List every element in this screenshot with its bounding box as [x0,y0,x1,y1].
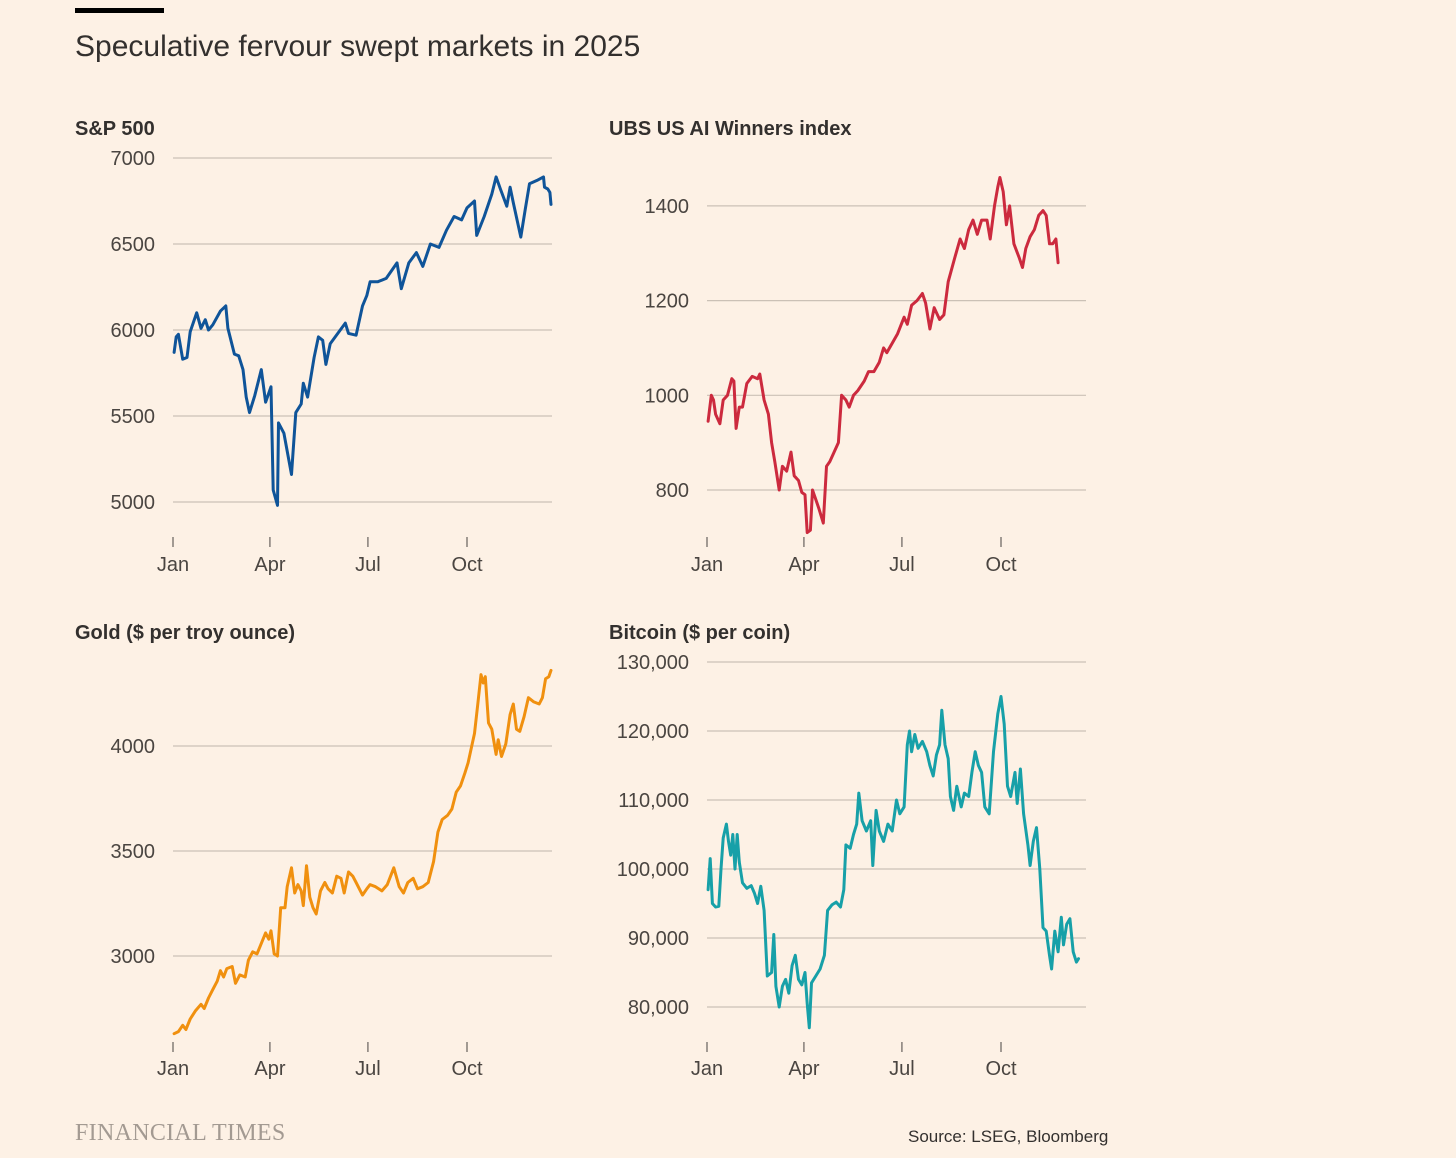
chart-panel-gold: 4000 3500 3000 Jan Apr Jul Oct [111,668,553,1080]
panel-title-bitcoin: Bitcoin ($ per coin) [609,622,791,644]
header-accent-bar [75,8,164,13]
x-tick-label: Oct [451,554,483,576]
y-tick-label: 5000 [111,492,156,514]
y-tick-label: 6000 [111,320,156,342]
y-tick-label: 4000 [111,736,156,758]
page-title: Speculative fervour swept markets in 202… [75,30,641,63]
x-tick-label: Jul [889,1058,915,1080]
panel-title-sp500: S&P 500 [75,118,155,140]
x-tick-label: Jan [691,1058,723,1080]
y-tick-label: 1000 [645,385,690,407]
y-tick-label: 120,000 [617,721,689,743]
y-tick-label: 7000 [111,148,156,170]
y-tick-label: 5500 [111,406,156,428]
y-tick-label: 1400 [645,196,690,218]
series-line-sp500 [172,175,553,507]
panel-title-ubs-ai: UBS US AI Winners index [609,118,852,140]
y-tick-label: 110,000 [618,790,689,812]
y-tick-label: 130,000 [617,652,689,674]
y-tick-label: 3000 [111,946,156,968]
chart-panel-sp500: 7000 6500 6000 5500 5000 Jan Apr Jul Oct [111,148,553,576]
x-tick-label: Jul [889,554,915,576]
chart-panel-bitcoin: 130,000 120,000 110,000 100,000 90,000 80,000… [617,652,1086,1080]
series-line-ubs-ai [706,176,1060,535]
series-line-gold [172,668,553,1036]
ft-logo: FINANCIAL TIMES [75,1120,286,1146]
y-tick-label: 80,000 [628,997,689,1019]
x-tick-label: Jan [691,554,723,576]
panel-title-gold: Gold ($ per troy ounce) [75,622,296,644]
y-tick-label: 90,000 [628,928,689,950]
x-tick-label: Jul [355,554,381,576]
source-note: Source: LSEG, Bloomberg [908,1127,1109,1146]
chart-panel-ubs-ai: 1400 1200 1000 800 Jan Apr Jul Oct [645,176,1086,576]
x-tick-label: Jan [157,1058,189,1080]
x-tick-label: Oct [451,1058,483,1080]
x-tick-label: Apr [254,1058,285,1080]
y-tick-label: 6500 [111,234,156,256]
y-tick-label: 100,000 [617,859,689,881]
x-tick-label: Oct [985,554,1017,576]
x-tick-label: Apr [788,1058,819,1080]
y-tick-label: 800 [656,480,689,502]
x-tick-label: Apr [254,554,285,576]
x-tick-label: Jan [157,554,189,576]
x-tick-label: Jul [355,1058,381,1080]
series-line-bitcoin [706,695,1080,1030]
y-tick-label: 3500 [111,841,156,863]
y-tick-label: 1200 [645,291,690,313]
x-tick-label: Oct [985,1058,1017,1080]
x-tick-label: Apr [788,554,819,576]
